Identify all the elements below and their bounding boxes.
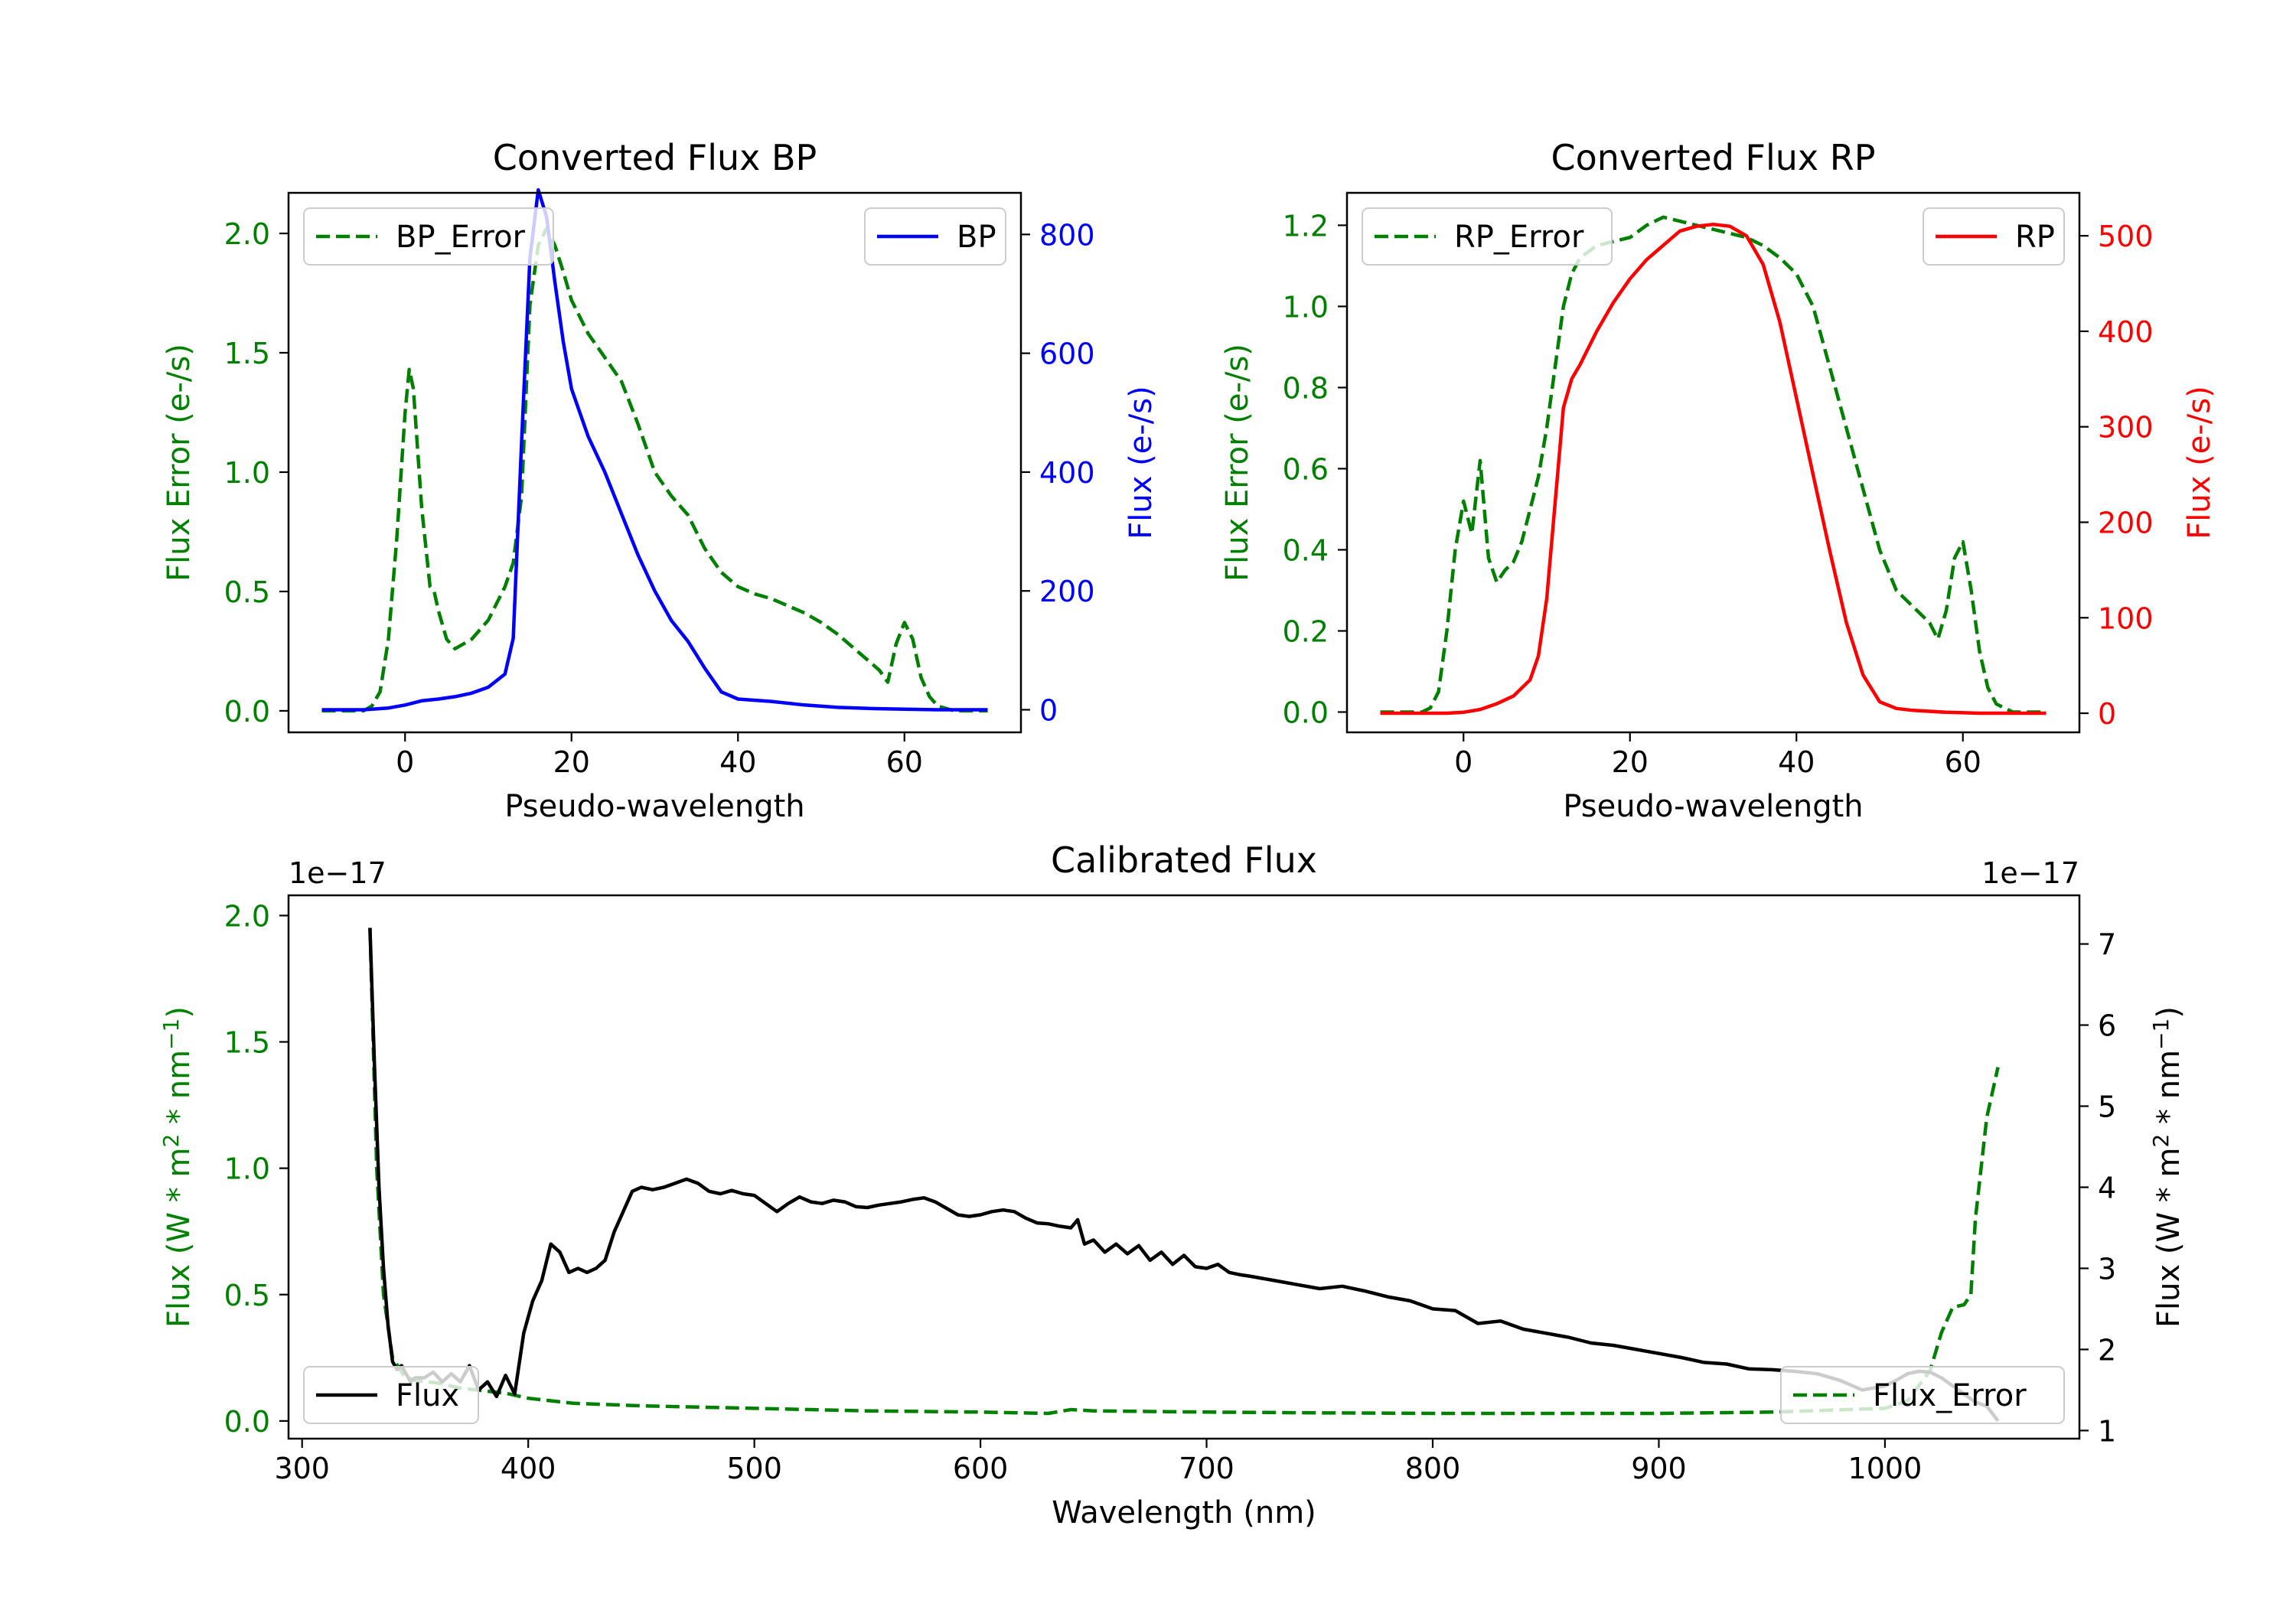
cal-ytick-left-label: 0.0	[224, 1405, 270, 1439]
rp-ytick-left-label: 0.2	[1283, 614, 1329, 648]
legend-box	[1362, 207, 1613, 266]
rp-xtick-label: 0	[1454, 745, 1473, 779]
bp-legend-bp: BP	[864, 207, 1006, 266]
cal-ytick-right-label: 5	[2098, 1090, 2116, 1124]
cal-xtick-label: 500	[726, 1452, 782, 1485]
cal-xtick-label: 1000	[1848, 1452, 1923, 1485]
rp-series-rp	[1380, 222, 2047, 715]
cal-offset-left: 1e−17	[289, 856, 386, 890]
bp-ytick-right-label: 200	[1039, 575, 1095, 608]
cal-xtick-label: 400	[501, 1452, 556, 1485]
bp-ytick-right-label: 400	[1039, 456, 1095, 490]
legend-label: BP	[957, 220, 996, 255]
rp-ytick-left-label: 0.8	[1283, 371, 1329, 405]
cal-offset-right: 1e−17	[1981, 856, 2079, 890]
rp-axes-frame	[1345, 191, 2081, 734]
cal-ytick-right-label: 7	[2098, 928, 2116, 962]
rp-xtick-label: 20	[1612, 745, 1649, 779]
rp-xtick-label: 40	[1778, 745, 1815, 779]
rp-ytick-left-label: 1.0	[1283, 290, 1329, 324]
legend-label: RP	[2015, 220, 2055, 255]
cal-ytick-right-label: 6	[2098, 1009, 2116, 1043]
bp-ylabel-right: Flux (e-/s)	[1124, 386, 1159, 539]
cal-ylabel-right: Flux (W * m2 * nm−1)	[2148, 1006, 2187, 1328]
rp-ytick-right-label: 400	[2098, 315, 2154, 349]
bp-title: Converted Flux BP	[493, 137, 817, 178]
rp-ylabel-right: Flux (e-/s)	[2182, 386, 2217, 539]
legend-label: Flux	[396, 1378, 459, 1413]
bp-ytick-left-label: 2.0	[224, 217, 270, 251]
cal-ylabel-left: Flux (W * m2 * nm−1)	[158, 1006, 197, 1328]
bp-ytick-right-label: 0	[1039, 693, 1058, 727]
cal-ytick-right-label: 4	[2098, 1171, 2116, 1204]
bp-ytick-right-label: 600	[1039, 337, 1095, 371]
cal-axes-frame	[287, 894, 2081, 1440]
cal-ytick-right-label: 3	[2098, 1252, 2116, 1286]
bp-ytick-right-label: 800	[1039, 218, 1095, 252]
rp-title: Converted Flux RP	[1551, 137, 1876, 178]
rp-ytick-right-label: 0	[2098, 697, 2116, 731]
rp-ytick-left-label: 1.2	[1283, 209, 1329, 243]
cal-ytick-left-label: 1.5	[224, 1026, 270, 1060]
bp-ytick-left-label: 0.5	[224, 575, 270, 609]
bp-panel: 0 20 40 60 0.0 0.5 1.0 1.5 2.0 0 200 400 600 800 Conve…	[161, 137, 1159, 824]
legend-label: RP_Error	[1454, 220, 1584, 255]
legend-label: BP_Error	[396, 220, 526, 255]
rp-ytick-right-label: 300	[2098, 411, 2154, 445]
cal-xtick-label: 600	[953, 1452, 1009, 1485]
cal-legend-flux-error: Flux_Error	[1780, 1366, 2065, 1424]
bp-xtick-label: 0	[396, 745, 414, 779]
bp-series-bp-error	[321, 227, 988, 713]
bp-ytick-left-label: 1.5	[224, 337, 270, 370]
rp-series-rp-error	[1380, 215, 2047, 714]
rp-ytick-right-label: 500	[2098, 220, 2154, 253]
rp-ytick-left-label: 0.0	[1283, 696, 1329, 729]
rp-ytick-left-label: 0.4	[1283, 533, 1329, 567]
bp-ytick-left-label: 0.0	[224, 695, 270, 729]
rp-xlabel: Pseudo-wavelength	[1563, 789, 1863, 824]
cal-legend-flux: Flux	[303, 1366, 479, 1424]
rp-legend-rp: RP	[1923, 207, 2065, 266]
bp-legend-bp-error: BP_Error	[303, 207, 554, 266]
cal-ytick-left-label: 0.5	[224, 1279, 270, 1312]
rp-xtick-label: 60	[1945, 745, 1981, 779]
bp-xlabel: Pseudo-wavelength	[504, 789, 804, 824]
cal-series-flux	[368, 927, 2000, 1423]
bp-series-bp	[321, 187, 988, 712]
legend-box	[303, 1366, 479, 1424]
legend-box	[303, 207, 554, 266]
cal-series-flux-error	[368, 927, 2000, 1416]
rp-legend-rp-error: RP_Error	[1362, 207, 1613, 266]
cal-xtick-label: 900	[1631, 1452, 1687, 1485]
cal-ytick-left-label: 2.0	[224, 899, 270, 933]
cal-ytick-right-label: 1	[2098, 1414, 2116, 1448]
rp-panel: 0 20 40 60 0.0 0.2 0.4 0.6 0.8 1.0 1.2 0 100 200 300 40…	[1220, 137, 2217, 824]
bp-xtick-label: 20	[553, 745, 590, 779]
bp-axes-frame	[287, 191, 1022, 734]
rp-ytick-left-label: 0.6	[1283, 452, 1329, 486]
cal-xtick-label: 700	[1179, 1452, 1234, 1485]
cal-ytick-left-label: 1.0	[224, 1152, 270, 1186]
cal-xlabel: Wavelength (nm)	[1052, 1495, 1316, 1530]
cal-xtick-label: 300	[274, 1452, 330, 1485]
rp-ytick-right-label: 100	[2098, 601, 2154, 635]
rp-ylabel-left: Flux Error (e-/s)	[1220, 344, 1255, 582]
rp-ytick-right-label: 200	[2098, 506, 2154, 539]
legend-label: Flux_Error	[1873, 1378, 2027, 1413]
cal-panel: 300 400 500 600 700 800 900 1000 0.0 0.5 1.0 1.5 2.0…	[158, 839, 2187, 1530]
cal-ytick-right-label: 2	[2098, 1333, 2116, 1367]
bp-ytick-left-label: 1.0	[224, 456, 270, 490]
bp-xtick-label: 40	[719, 745, 756, 779]
bp-xtick-label: 60	[886, 745, 923, 779]
cal-xtick-label: 800	[1405, 1452, 1461, 1485]
bp-ylabel-left: Flux Error (e-/s)	[161, 344, 197, 582]
legend-box	[1780, 1366, 2065, 1424]
cal-title: Calibrated Flux	[1051, 839, 1317, 881]
